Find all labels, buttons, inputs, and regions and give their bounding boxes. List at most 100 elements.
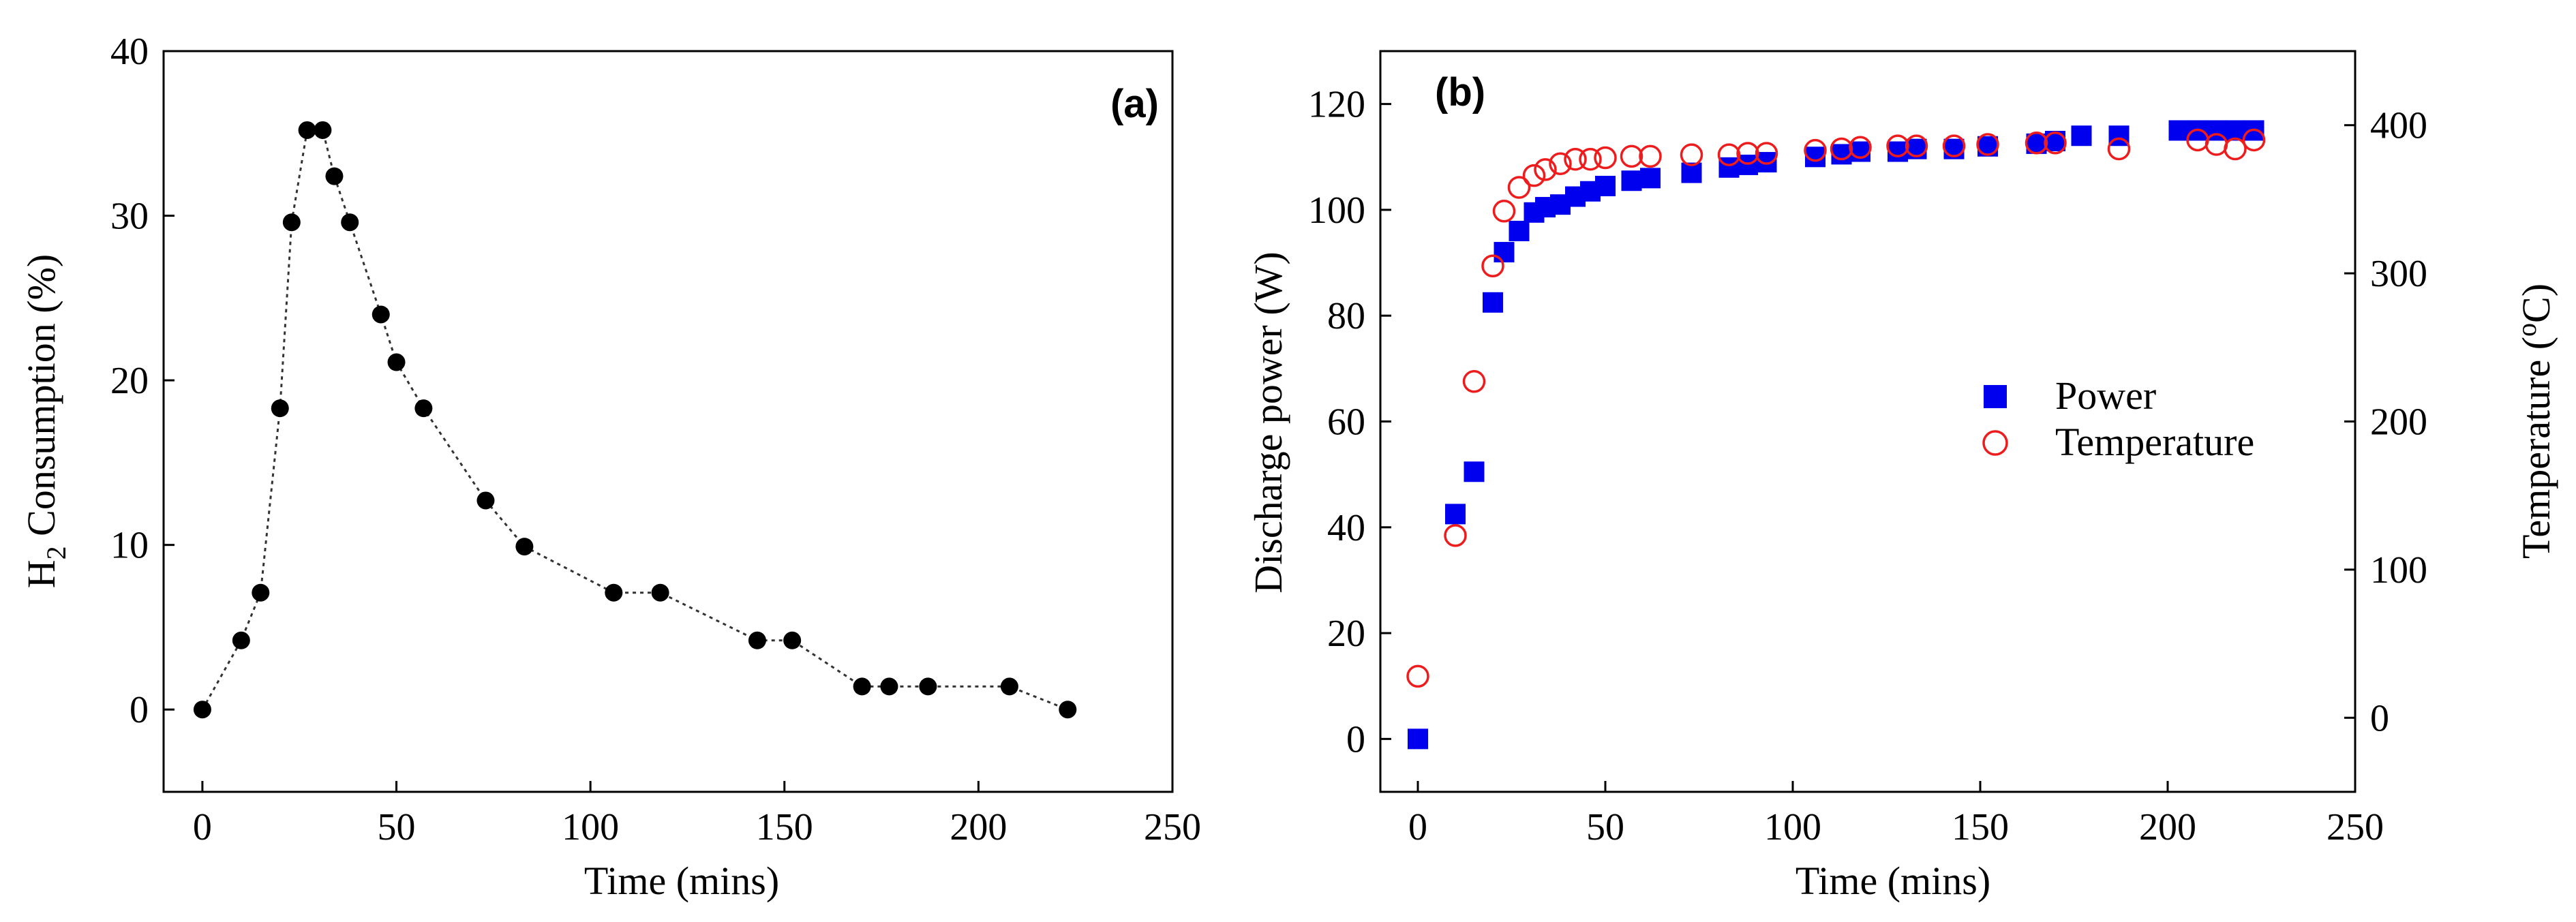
panel-a-x-tick-label: 250	[1144, 806, 1201, 848]
panel-a-data-point	[414, 399, 433, 418]
panel-a-data-point	[515, 538, 534, 556]
temperature-data-point	[2044, 132, 2067, 155]
panel-b-x-tick-label: 100	[1764, 806, 1821, 848]
temperature-data-point	[1830, 137, 1853, 161]
panel-a-x-tick-label: 150	[756, 806, 813, 848]
panel-a-data-point	[605, 583, 623, 602]
panel-b-left-y-tick-label: 0	[1346, 718, 1365, 760]
panel-a-data-point	[651, 583, 669, 602]
power-data-point	[1464, 461, 1485, 482]
panel-a-chart: 0 50 100 150 200 250 0 10 20 30 40 (a) Time (mins)…	[19, 31, 1201, 903]
panel-a-y-tick-label: 0	[130, 689, 149, 731]
legend-power-marker	[1984, 385, 2007, 408]
temperature-data-point	[1942, 134, 1966, 157]
temperature-data-point	[1849, 136, 1872, 159]
temperature-data-point	[1804, 138, 1827, 162]
panel-b-legend: Power Temperature	[1982, 373, 2254, 464]
panel-a-y-tick-label: 20	[110, 360, 149, 402]
temperature-data-point	[1886, 134, 1909, 157]
panel-b-chart: 0 50 100 150 200 250 0 20 40 60 80 100 120 0 100 200 300…	[1246, 50, 2558, 903]
panel-b-left-y-tick-label: 100	[1308, 189, 1365, 232]
panel-b-label: (b)	[1435, 70, 1485, 114]
panel-b-left-y-tick-label: 40	[1327, 507, 1365, 549]
panel-a-data-point	[853, 677, 871, 696]
panel-b-marks	[1406, 120, 2266, 750]
panel-b-left-y-axis-title: Discharge power (W)	[1246, 251, 1290, 593]
panel-b-left-y-tick-label: 20	[1327, 613, 1365, 655]
temperature-data-point	[1717, 143, 1741, 166]
panel-a-data-point	[282, 213, 301, 232]
panel-a-y-axis-title-main: H	[19, 559, 63, 588]
temperature-data-point	[1639, 144, 1662, 168]
panel-a-data-point	[298, 121, 316, 139]
legend-temperature-label: Temperature	[2055, 420, 2254, 464]
panel-b-right-y-tick-label: 300	[2370, 253, 2427, 295]
panel-a-data-point	[232, 631, 250, 649]
power-data-point	[1408, 728, 1428, 750]
panel-a-y-axis-title: H2 Consumption (%)	[19, 254, 72, 588]
panel-b-right-y-tick-label: 0	[2370, 697, 2389, 739]
panel-a-data-point	[476, 491, 495, 510]
power-data-point	[1718, 157, 1740, 178]
temperature-data-point	[1579, 147, 1602, 171]
panel-a-data-point	[314, 121, 332, 139]
panel-a-y-axis-title-subscript: 2	[41, 546, 72, 559]
power-data-point	[1595, 175, 1616, 196]
panel-a-data-point	[919, 677, 937, 696]
temperature-data-point	[1564, 147, 1587, 171]
panel-b-right-y-axis-title-main: Temperature (	[2514, 337, 2558, 559]
temperature-data-point	[1444, 524, 1467, 547]
temperature-data-point	[1534, 158, 1557, 181]
panel-a-x-tick-label: 0	[193, 806, 212, 848]
panel-a-data-point	[880, 677, 898, 696]
panel-b-right-y-axis-title-rest: C)	[2514, 283, 2558, 323]
panel-a-data-point	[372, 305, 390, 324]
temperature-data-point	[2242, 128, 2266, 152]
power-data-point	[1494, 242, 1515, 263]
power-data-point	[1483, 292, 1503, 313]
temperature-data-point	[1736, 142, 1759, 165]
temperature-data-point	[1755, 142, 1778, 165]
panel-b-right-y-tick-label: 400	[2370, 105, 2427, 147]
power-data-point	[1621, 170, 1642, 191]
power-data-point	[1831, 144, 1852, 165]
temperature-data-point	[2224, 137, 2247, 161]
panel-b-right-y-tick-label: 100	[2370, 549, 2427, 591]
panel-a-x-tick-label: 200	[950, 806, 1007, 848]
panel-a-label: (a)	[1110, 82, 1159, 126]
panel-a-data-point	[271, 399, 289, 418]
panel-a-data-point	[193, 701, 211, 719]
panel-a-data-point	[748, 631, 766, 649]
panel-a-data-point	[252, 583, 270, 602]
panel-b-left-y-tick-label: 120	[1308, 84, 1365, 126]
panel-b-x-tick-label: 150	[1952, 806, 2009, 848]
panel-a-plot-frame	[162, 50, 1174, 793]
panel-a-data-point	[1000, 677, 1018, 696]
panel-a-x-tick-label: 50	[378, 806, 416, 848]
temperature-data-point	[2025, 132, 2048, 155]
temperature-data-point	[1522, 164, 1546, 187]
panel-b-x-axis-title: Time (mins)	[1795, 859, 1990, 903]
power-data-point	[1445, 504, 1466, 525]
temperature-data-point	[2107, 137, 2131, 161]
temperature-data-point	[1905, 134, 1928, 157]
temperature-data-point	[1680, 143, 1703, 166]
temperature-data-point	[1620, 144, 1643, 168]
panel-b-x-tick-label: 200	[2139, 806, 2196, 848]
panel-a-x-tick-label: 100	[562, 806, 619, 848]
power-data-point	[1640, 168, 1661, 189]
panel-a-data-point	[341, 213, 359, 232]
panel-b-x-tick-label: 50	[1586, 806, 1624, 848]
panel-a-x-axis-title: Time (mins)	[584, 859, 779, 903]
panel-b-x-tick-label: 250	[2327, 806, 2384, 848]
panel-a-y-tick-label: 40	[110, 31, 149, 73]
panel-a-ticks: 0 50 100 150 200 250 0 10 20 30 40	[110, 31, 1201, 848]
panel-b-x-tick-label: 0	[1408, 806, 1427, 848]
power-data-point	[2071, 125, 2092, 147]
temperature-data-point	[1976, 133, 1999, 156]
panel-a-data-point	[783, 631, 802, 649]
panel-a-data-point	[325, 167, 344, 185]
legend-temperature-marker	[1982, 430, 2008, 456]
